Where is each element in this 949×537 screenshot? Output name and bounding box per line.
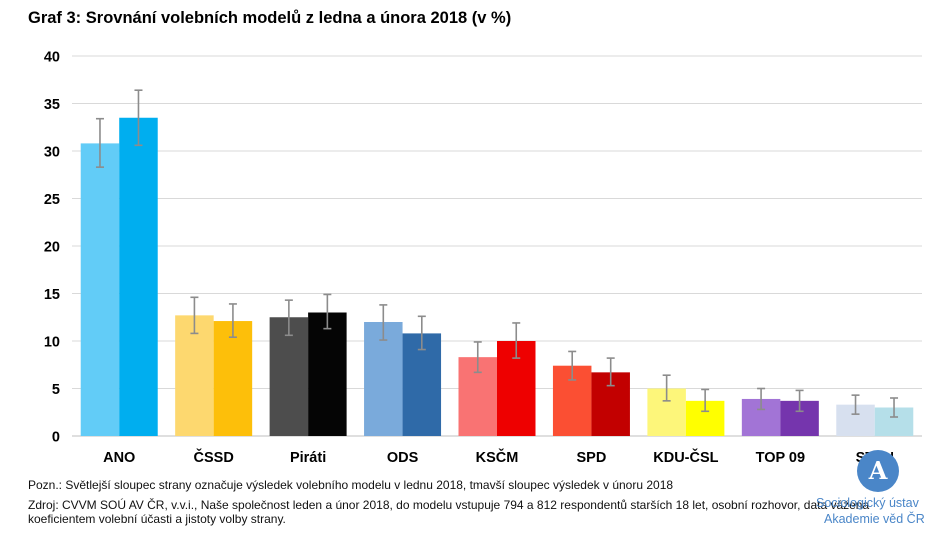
bar — [119, 117, 158, 436]
y-tick-label: 30 — [44, 145, 60, 161]
y-tick-label: 5 — [52, 382, 60, 398]
bar — [308, 312, 347, 436]
y-tick-label: 40 — [44, 50, 60, 66]
x-tick-label: ODS — [387, 450, 419, 466]
x-tick-label: Piráti — [290, 450, 326, 466]
y-tick-label: 15 — [44, 287, 60, 303]
academy-name: Akademie věd ČR — [824, 512, 925, 526]
institute-logo: A Sociologický ústav Akademie věd ČR — [812, 448, 948, 534]
bar — [80, 143, 120, 436]
x-tick-label: KDU-ČSL — [653, 448, 718, 466]
y-tick-label: 35 — [44, 97, 60, 113]
bar — [402, 333, 442, 436]
y-tick-label: 10 — [44, 335, 60, 351]
y-tick-label: 25 — [44, 192, 60, 208]
chart-source-continued: koeficientem volební účasti a jistoty vo… — [28, 512, 286, 526]
chart-source: Zdroj: CVVM SOÚ AV ČR, v.v.i., Naše spol… — [28, 498, 870, 512]
institute-emblem-icon: A — [857, 450, 899, 492]
x-tick-label: TOP 09 — [756, 450, 805, 466]
institute-name: Sociologický ústav — [816, 496, 919, 510]
x-tick-label: KSČM — [476, 448, 519, 466]
bar-chart: 0 5 10 15 20 25 30 35 40 ANO ČSSD Piráti ODS KSČM SPD K… — [44, 50, 922, 466]
y-tick-label: 0 — [52, 430, 60, 446]
chart-title: Graf 3: Srovnání volebních modelů z ledn… — [28, 9, 512, 27]
x-tick-label: SPD — [577, 450, 607, 466]
x-tick-label: ČSSD — [194, 448, 234, 466]
y-tick-label: 20 — [44, 240, 60, 256]
x-tick-label: ANO — [103, 450, 135, 466]
bar — [175, 315, 214, 436]
chart-note: Pozn.: Světlejší sloupec strany označuje… — [28, 478, 674, 492]
bar — [364, 322, 403, 436]
bar — [269, 317, 309, 436]
bar — [213, 321, 253, 436]
